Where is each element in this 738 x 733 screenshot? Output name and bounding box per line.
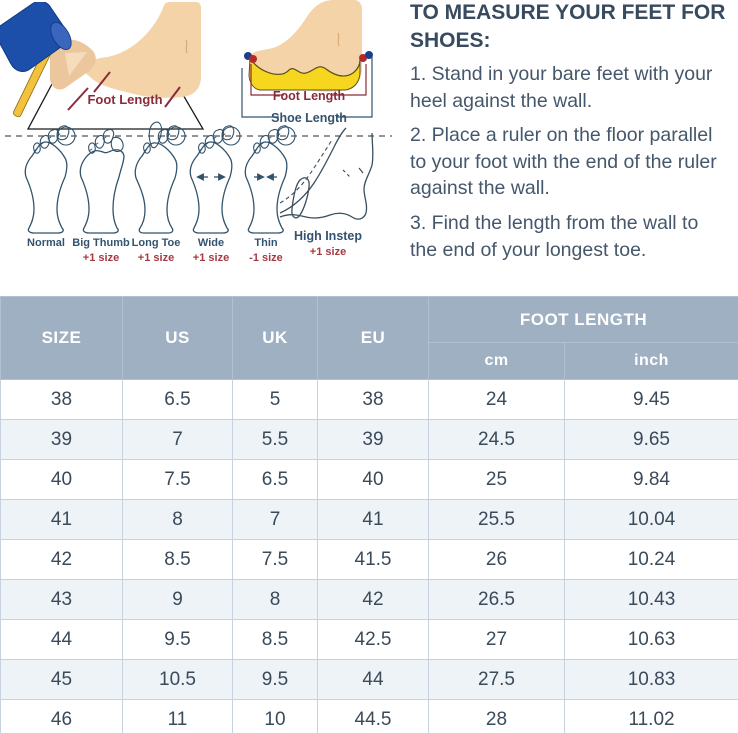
svg-text:Thin: Thin: [254, 237, 277, 249]
svg-text:Normal: Normal: [27, 237, 65, 249]
svg-text:Long Toe: Long Toe: [132, 237, 181, 249]
svg-text:+1 size: +1 size: [310, 246, 346, 258]
svg-text:High Instep: High Instep: [294, 229, 362, 243]
svg-text:Big Thumb: Big Thumb: [72, 237, 130, 249]
svg-text:+1 size: +1 size: [83, 252, 119, 264]
svg-text:+1 size: +1 size: [138, 252, 174, 264]
svg-text:-1 size: -1 size: [249, 252, 283, 264]
svg-text:+1 size: +1 size: [193, 252, 229, 264]
svg-text:Foot Length: Foot Length: [87, 92, 162, 107]
svg-text:Foot Length: Foot Length: [273, 89, 345, 103]
svg-text:Shoe Length: Shoe Length: [271, 111, 347, 125]
svg-text:Wide: Wide: [198, 237, 224, 249]
